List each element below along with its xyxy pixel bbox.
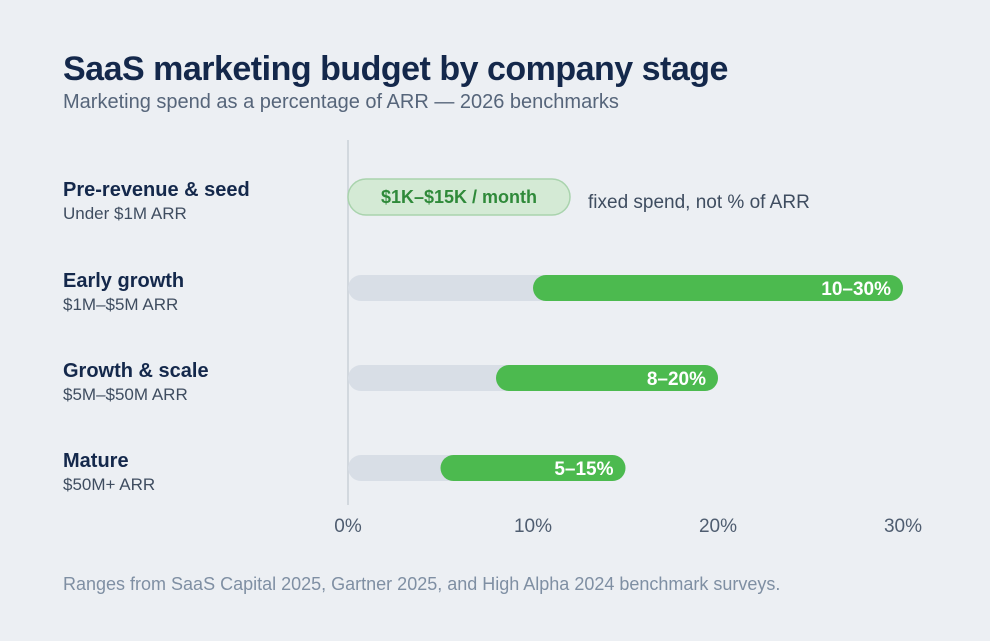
category-sublabel: $50M+ ARR	[63, 475, 155, 494]
fixed-spend-pill	[347, 178, 571, 216]
category-sublabel: $1M–$5M ARR	[63, 295, 178, 314]
category-sublabel: $5M–$50M ARR	[63, 385, 188, 404]
range-bar	[533, 275, 903, 301]
category-label: Mature	[63, 450, 129, 472]
category-label: Early growth	[63, 270, 184, 292]
chart-subtitle: Marketing spend as a percentage of ARR —…	[63, 91, 619, 113]
source-note: Ranges from SaaS Capital 2025, Gartner 2…	[63, 574, 781, 594]
range-bar-label: 8–20%	[647, 369, 706, 390]
range-bar	[440, 455, 626, 481]
fixed-spend-note: fixed spend, not % of ARR	[588, 192, 810, 213]
range-bar-label: 10–30%	[821, 279, 891, 300]
category-label: Growth & scale	[63, 360, 209, 382]
x-tick-label: 10%	[514, 516, 552, 537]
range-bar	[496, 365, 718, 391]
x-tick-label: 30%	[884, 516, 922, 537]
fixed-spend-label: $1K–$15K / month	[381, 187, 537, 207]
category-label: Pre-revenue & seed	[63, 179, 250, 201]
x-tick-label: 20%	[699, 516, 737, 537]
range-bar-label: 5–15%	[554, 459, 613, 480]
category-sublabel: Under $1M ARR	[63, 204, 187, 223]
x-tick-label: 0%	[334, 516, 362, 537]
chart-title: SaaS marketing budget by company stage	[63, 50, 728, 88]
